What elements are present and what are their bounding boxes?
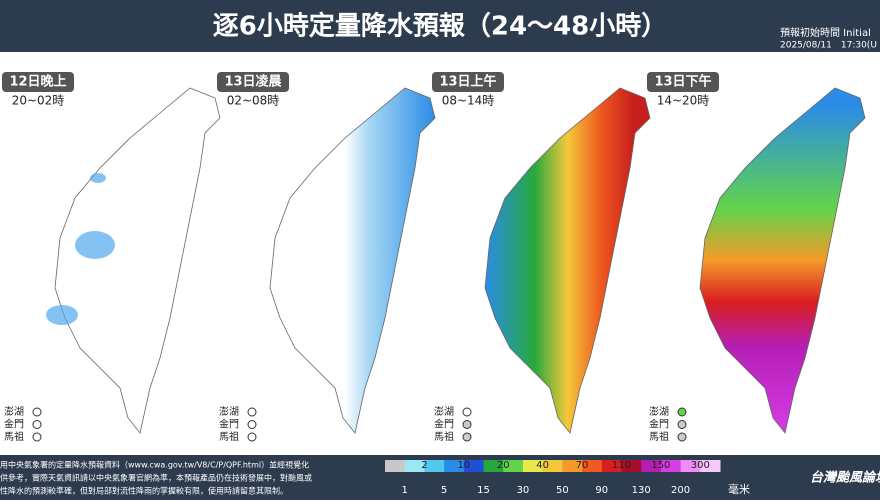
legend-label: 10 — [457, 460, 470, 471]
legend-unit: 毫米 — [728, 482, 750, 496]
legend-swatch — [404, 460, 425, 472]
legend-swatch — [641, 460, 662, 472]
panel-date: 13日上午 — [439, 74, 496, 90]
legend-label: 90 — [595, 485, 608, 496]
panel-date: 13日下午 — [654, 74, 711, 90]
legend-swatch — [621, 460, 642, 472]
island-label: 澎湖 — [219, 406, 239, 418]
rain-area — [90, 173, 106, 183]
panel-hours: 20~02時 — [12, 94, 65, 108]
legend-swatch — [424, 460, 445, 472]
legend-swatch — [582, 460, 603, 472]
panel-hours: 08~14時 — [442, 94, 495, 108]
legend-swatch — [463, 460, 485, 472]
logo: 台灣颱風論壇 — [810, 470, 880, 486]
legend-label: 1 — [402, 485, 408, 496]
legend-swatch — [503, 460, 524, 472]
title: 逐6小時定量降水預報（24～48小時） — [213, 11, 667, 42]
taiwan-map — [699, 87, 866, 434]
legend-swatch — [601, 460, 622, 472]
legend-swatch — [444, 460, 465, 472]
legend-swatch — [680, 460, 701, 472]
legend-swatch — [385, 460, 406, 472]
legend-label: 200 — [671, 485, 690, 496]
rain-area — [75, 231, 115, 259]
legend-swatch — [700, 460, 721, 472]
island-label: 金門 — [4, 418, 24, 431]
legend-label: 2 — [421, 460, 427, 471]
island-marker — [462, 432, 472, 442]
island-marker — [32, 432, 42, 442]
legend-label: 50 — [556, 485, 569, 496]
legend-label: 130 — [632, 485, 651, 496]
panel-label-bg — [432, 72, 504, 92]
legend-label: 110 — [612, 460, 631, 471]
island-label: 馬祖 — [219, 430, 239, 443]
legend-label: 150 — [651, 460, 670, 471]
island-marker — [32, 420, 42, 429]
header-bar — [0, 0, 880, 52]
taiwan-map — [269, 87, 436, 434]
footer-note: 性降水的預測較準確，但對局部對流性降雨的掌握較有限，使用時請留意其限制。 — [0, 486, 288, 496]
panel-label-bg — [2, 72, 74, 92]
island-marker — [677, 407, 687, 417]
island-marker — [677, 420, 687, 429]
footer-note: 供參考，實際天氣資訊請以中央氣象署官網為準，本預報產品仍在技術發展中，對颱風或 — [0, 473, 312, 483]
panel-label-bg — [647, 72, 719, 92]
rain-area — [46, 305, 78, 325]
island-label: 馬祖 — [4, 430, 24, 443]
island-label: 澎湖 — [4, 406, 24, 418]
legend-label: 40 — [536, 460, 549, 471]
island-marker — [462, 420, 472, 429]
island-marker — [247, 407, 257, 417]
island-label: 金門 — [219, 418, 239, 431]
panel-hours: 14~20時 — [657, 94, 710, 108]
init-label: 預報初始時間 Initial — [780, 26, 871, 39]
legend-label: 30 — [517, 485, 530, 496]
panel-date: 12日晚上 — [9, 74, 66, 90]
legend-swatch — [562, 460, 583, 472]
island-label: 澎湖 — [649, 406, 669, 418]
init-time: 2025/08/11 17:30(U — [780, 41, 877, 51]
island-marker — [247, 420, 257, 429]
island-marker — [462, 407, 472, 417]
legend-swatch — [542, 460, 563, 472]
panel-date: 13日凌晨 — [224, 74, 282, 90]
island-marker — [677, 432, 687, 442]
legend-label: 300 — [691, 460, 710, 471]
taiwan-map — [54, 87, 221, 434]
legend-label: 15 — [477, 485, 490, 496]
legend-swatch — [483, 460, 504, 472]
island-marker — [247, 432, 257, 442]
legend-swatch — [522, 460, 544, 472]
island-label: 澎湖 — [434, 406, 454, 418]
island-label: 金門 — [649, 418, 669, 431]
island-label: 馬祖 — [649, 430, 669, 443]
panel-hours: 02~08時 — [227, 94, 280, 108]
legend-label: 70 — [576, 460, 589, 471]
taiwan-map — [484, 87, 651, 434]
legend-swatch — [660, 460, 682, 472]
island-label: 馬祖 — [434, 430, 454, 443]
legend-label: 20 — [497, 460, 510, 471]
legend-label: 5 — [441, 485, 447, 496]
island-marker — [32, 407, 42, 417]
island-label: 金門 — [434, 418, 454, 431]
footer-note: 用中央氣象署的定量降水預報資料（www.cwa.gov.tw/V8/C/P/QP… — [0, 460, 309, 470]
panel-label-bg — [217, 72, 289, 92]
